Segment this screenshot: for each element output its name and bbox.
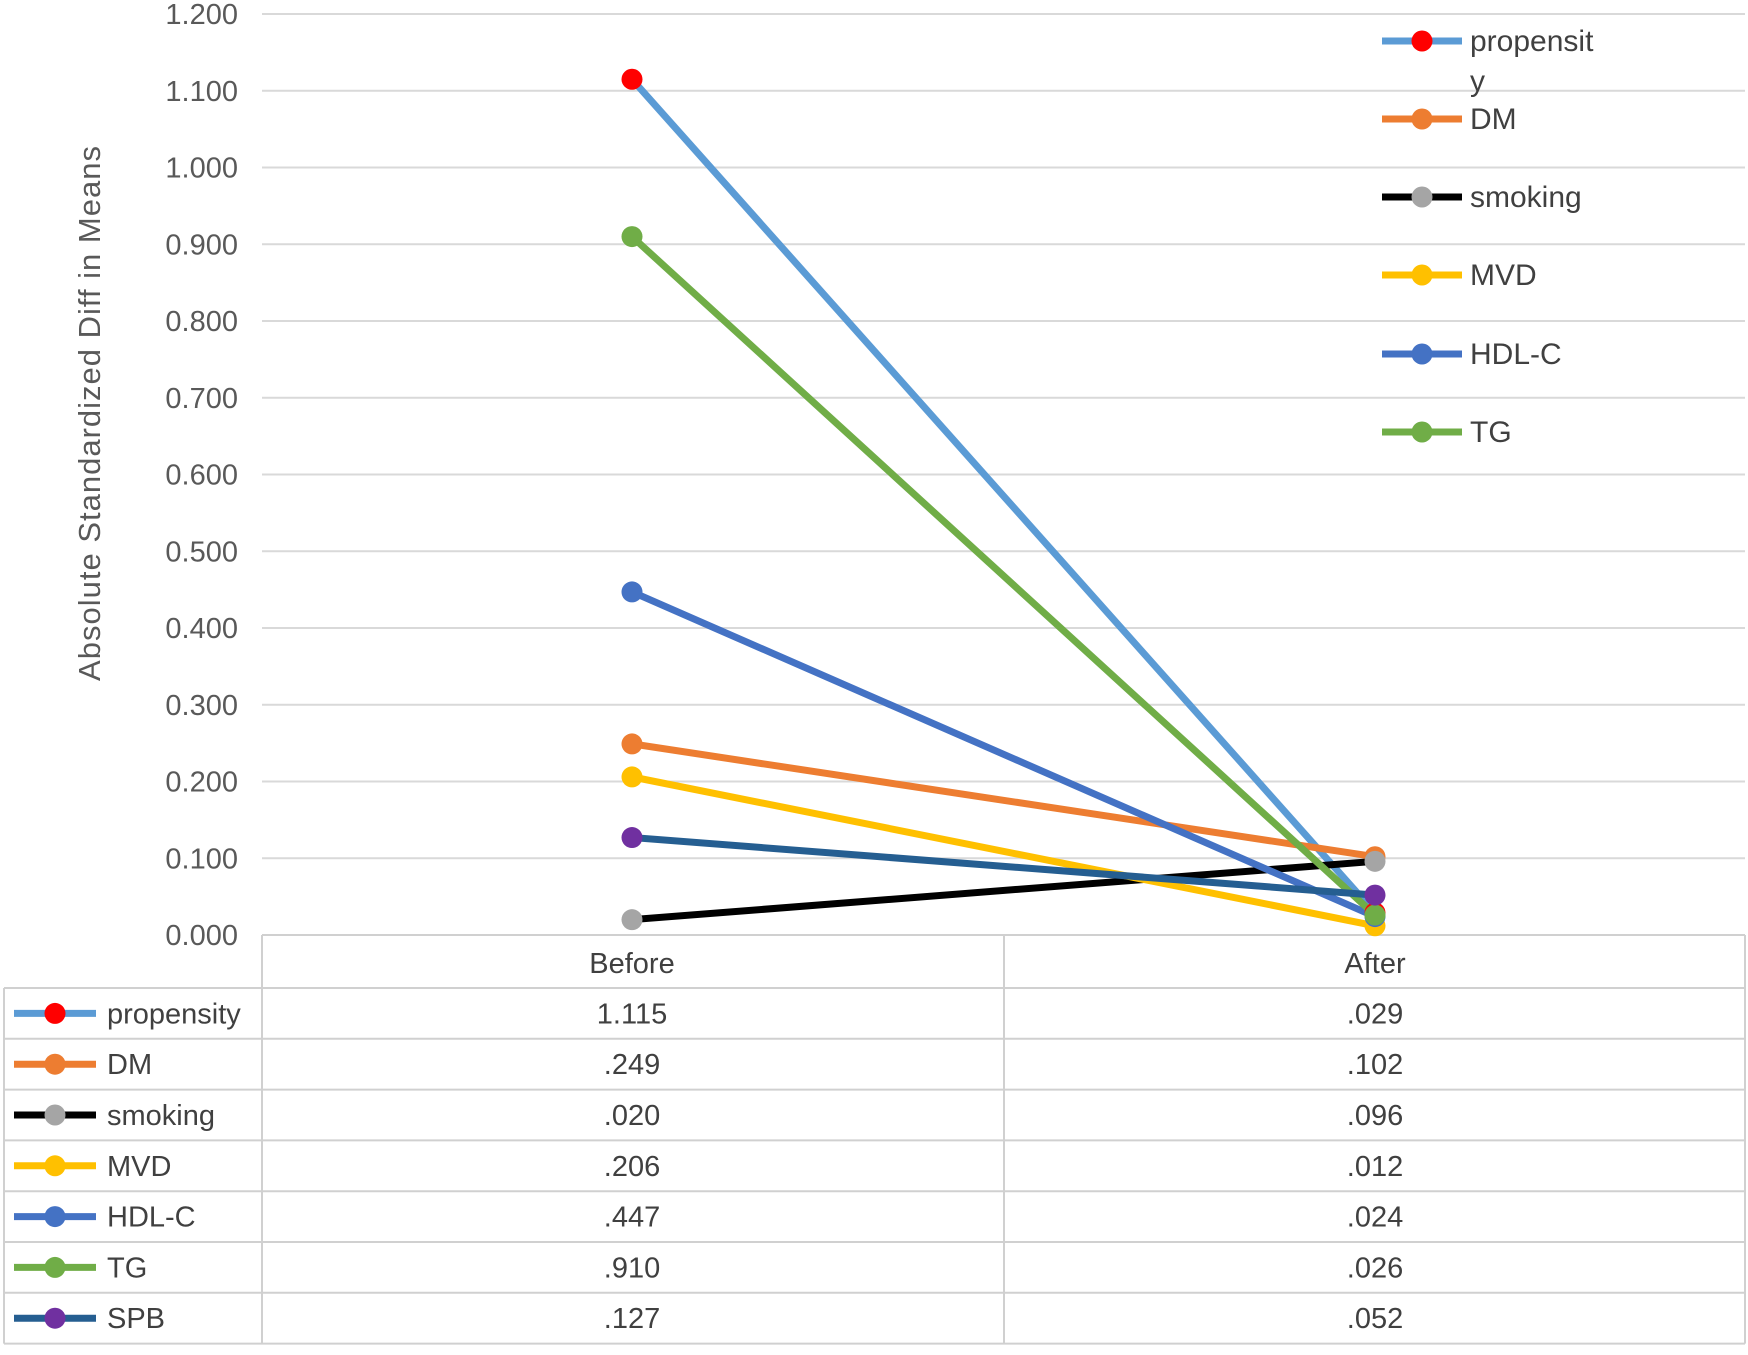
table-cell: 1.115 xyxy=(597,998,667,1030)
table-legend-swatch-marker xyxy=(44,1307,66,1329)
table-series-label: propensity xyxy=(107,998,241,1030)
table-series-label: HDL-C xyxy=(107,1202,196,1234)
legend-swatch-marker xyxy=(1411,343,1433,365)
table-legend-swatch-marker xyxy=(44,1206,66,1228)
table-legend-swatch-marker xyxy=(44,1155,66,1177)
y-tick-label: 1.000 xyxy=(165,153,238,185)
data-point-SPB xyxy=(1364,884,1386,906)
x-category-label: After xyxy=(1344,948,1406,980)
legend-swatch-marker xyxy=(1411,421,1433,443)
series-line-DM xyxy=(628,740,1379,861)
data-point-TG xyxy=(621,226,643,248)
legend-label: HDL-C xyxy=(1470,338,1562,371)
legend-label: DM xyxy=(1470,103,1517,136)
x-category-label: Before xyxy=(589,948,674,980)
series-line-smoking xyxy=(628,857,1379,924)
legend-swatch-marker xyxy=(1411,108,1433,130)
table-series-label: MVD xyxy=(107,1151,171,1183)
y-tick-label: 0.600 xyxy=(165,460,238,492)
table-cell: .102 xyxy=(1347,1049,1403,1081)
table-cell: .026 xyxy=(1347,1252,1403,1284)
y-tick-label: 1.200 xyxy=(165,0,238,31)
y-tick-label: 0.700 xyxy=(165,383,238,415)
data-point-MVD xyxy=(621,766,643,788)
legend-label: MVD xyxy=(1470,259,1537,292)
table-cell: .012 xyxy=(1347,1151,1403,1183)
table-cell: .024 xyxy=(1347,1202,1403,1234)
table-series-label: DM xyxy=(107,1049,152,1081)
table-series-label: smoking xyxy=(107,1100,215,1132)
y-tick-label: 0.500 xyxy=(165,536,238,568)
data-point-SPB xyxy=(621,827,643,849)
y-tick-label: 0.000 xyxy=(165,920,238,952)
table-cell: .020 xyxy=(604,1100,660,1132)
series-line-TG xyxy=(628,233,1379,919)
series-line-MVD xyxy=(628,773,1379,930)
table-cell: .206 xyxy=(604,1151,660,1183)
legend-label: smoking xyxy=(1470,181,1582,214)
data-point-DM xyxy=(621,733,643,755)
series-line-SPB xyxy=(628,834,1379,899)
y-tick-label: 1.100 xyxy=(165,76,238,108)
legend-label: propensit xyxy=(1470,25,1594,58)
table-legend-swatch-marker xyxy=(44,1256,66,1278)
table-cell: .052 xyxy=(1347,1303,1403,1335)
table-series-label: TG xyxy=(107,1252,147,1284)
legend-label: TG xyxy=(1470,416,1512,449)
legend-swatch-marker xyxy=(1411,186,1433,208)
data-point-HDL-C xyxy=(621,581,643,603)
y-tick-label: 0.800 xyxy=(165,306,238,338)
y-tick-label: 0.300 xyxy=(165,690,238,722)
y-tick-label: 0.200 xyxy=(165,767,238,799)
data-point-propensity xyxy=(621,68,643,90)
y-tick-label: 0.400 xyxy=(165,613,238,645)
table-cell: .249 xyxy=(604,1049,660,1081)
y-axis-title: Absolute Standardized Diff in Means xyxy=(72,145,107,681)
legend-swatch-marker xyxy=(1411,264,1433,286)
legend-label: y xyxy=(1470,65,1485,98)
table-cell: .447 xyxy=(604,1202,660,1234)
table-legend-swatch-marker xyxy=(44,1104,66,1126)
legend-swatch-marker xyxy=(1411,30,1433,52)
y-tick-label: 0.900 xyxy=(165,229,238,261)
table-cell: .127 xyxy=(604,1303,660,1335)
series-line-propensity xyxy=(628,75,1379,917)
table-cell: .096 xyxy=(1347,1100,1403,1132)
table-cell: .029 xyxy=(1347,998,1403,1030)
y-tick-label: 0.100 xyxy=(165,843,238,875)
table-series-label: SPB xyxy=(107,1303,165,1335)
table-legend-swatch-marker xyxy=(44,1002,66,1024)
series-line-HDL-C xyxy=(628,588,1379,921)
table-legend-swatch-marker xyxy=(44,1053,66,1075)
data-point-smoking xyxy=(1364,850,1386,872)
data-point-smoking xyxy=(621,909,643,931)
data-point-TG xyxy=(1364,904,1386,926)
table-cell: .910 xyxy=(604,1252,660,1284)
